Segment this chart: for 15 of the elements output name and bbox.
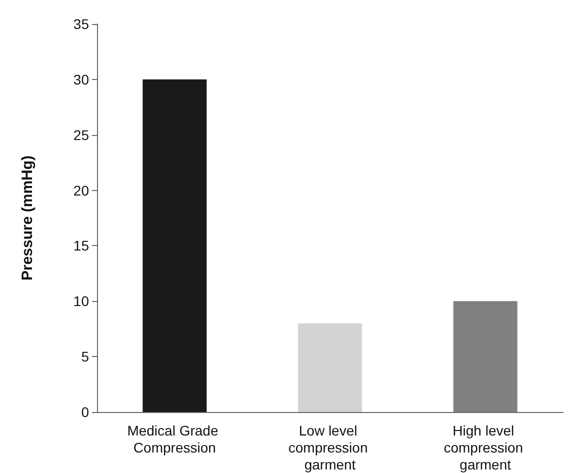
y-tick-label: 0 [81,404,90,420]
y-tick-label: 35 [73,16,90,32]
bar [142,79,207,412]
y-tick-label: 25 [73,126,90,143]
y-tick-label: 15 [73,238,90,254]
x-tick-label: Low level compression garment [288,422,372,472]
bar [298,323,362,412]
y-tick-label: 30 [73,71,90,88]
y-axis-title: Pressure (mmHg) [19,155,36,281]
bar [453,301,518,412]
y-tick-label: 20 [73,182,90,198]
x-tick-label: Medical Grade Compression [127,422,222,456]
x-tick-label: High level compression garment [444,422,527,472]
y-tick-label: 5 [81,348,90,365]
y-tick-label: 10 [73,293,90,310]
